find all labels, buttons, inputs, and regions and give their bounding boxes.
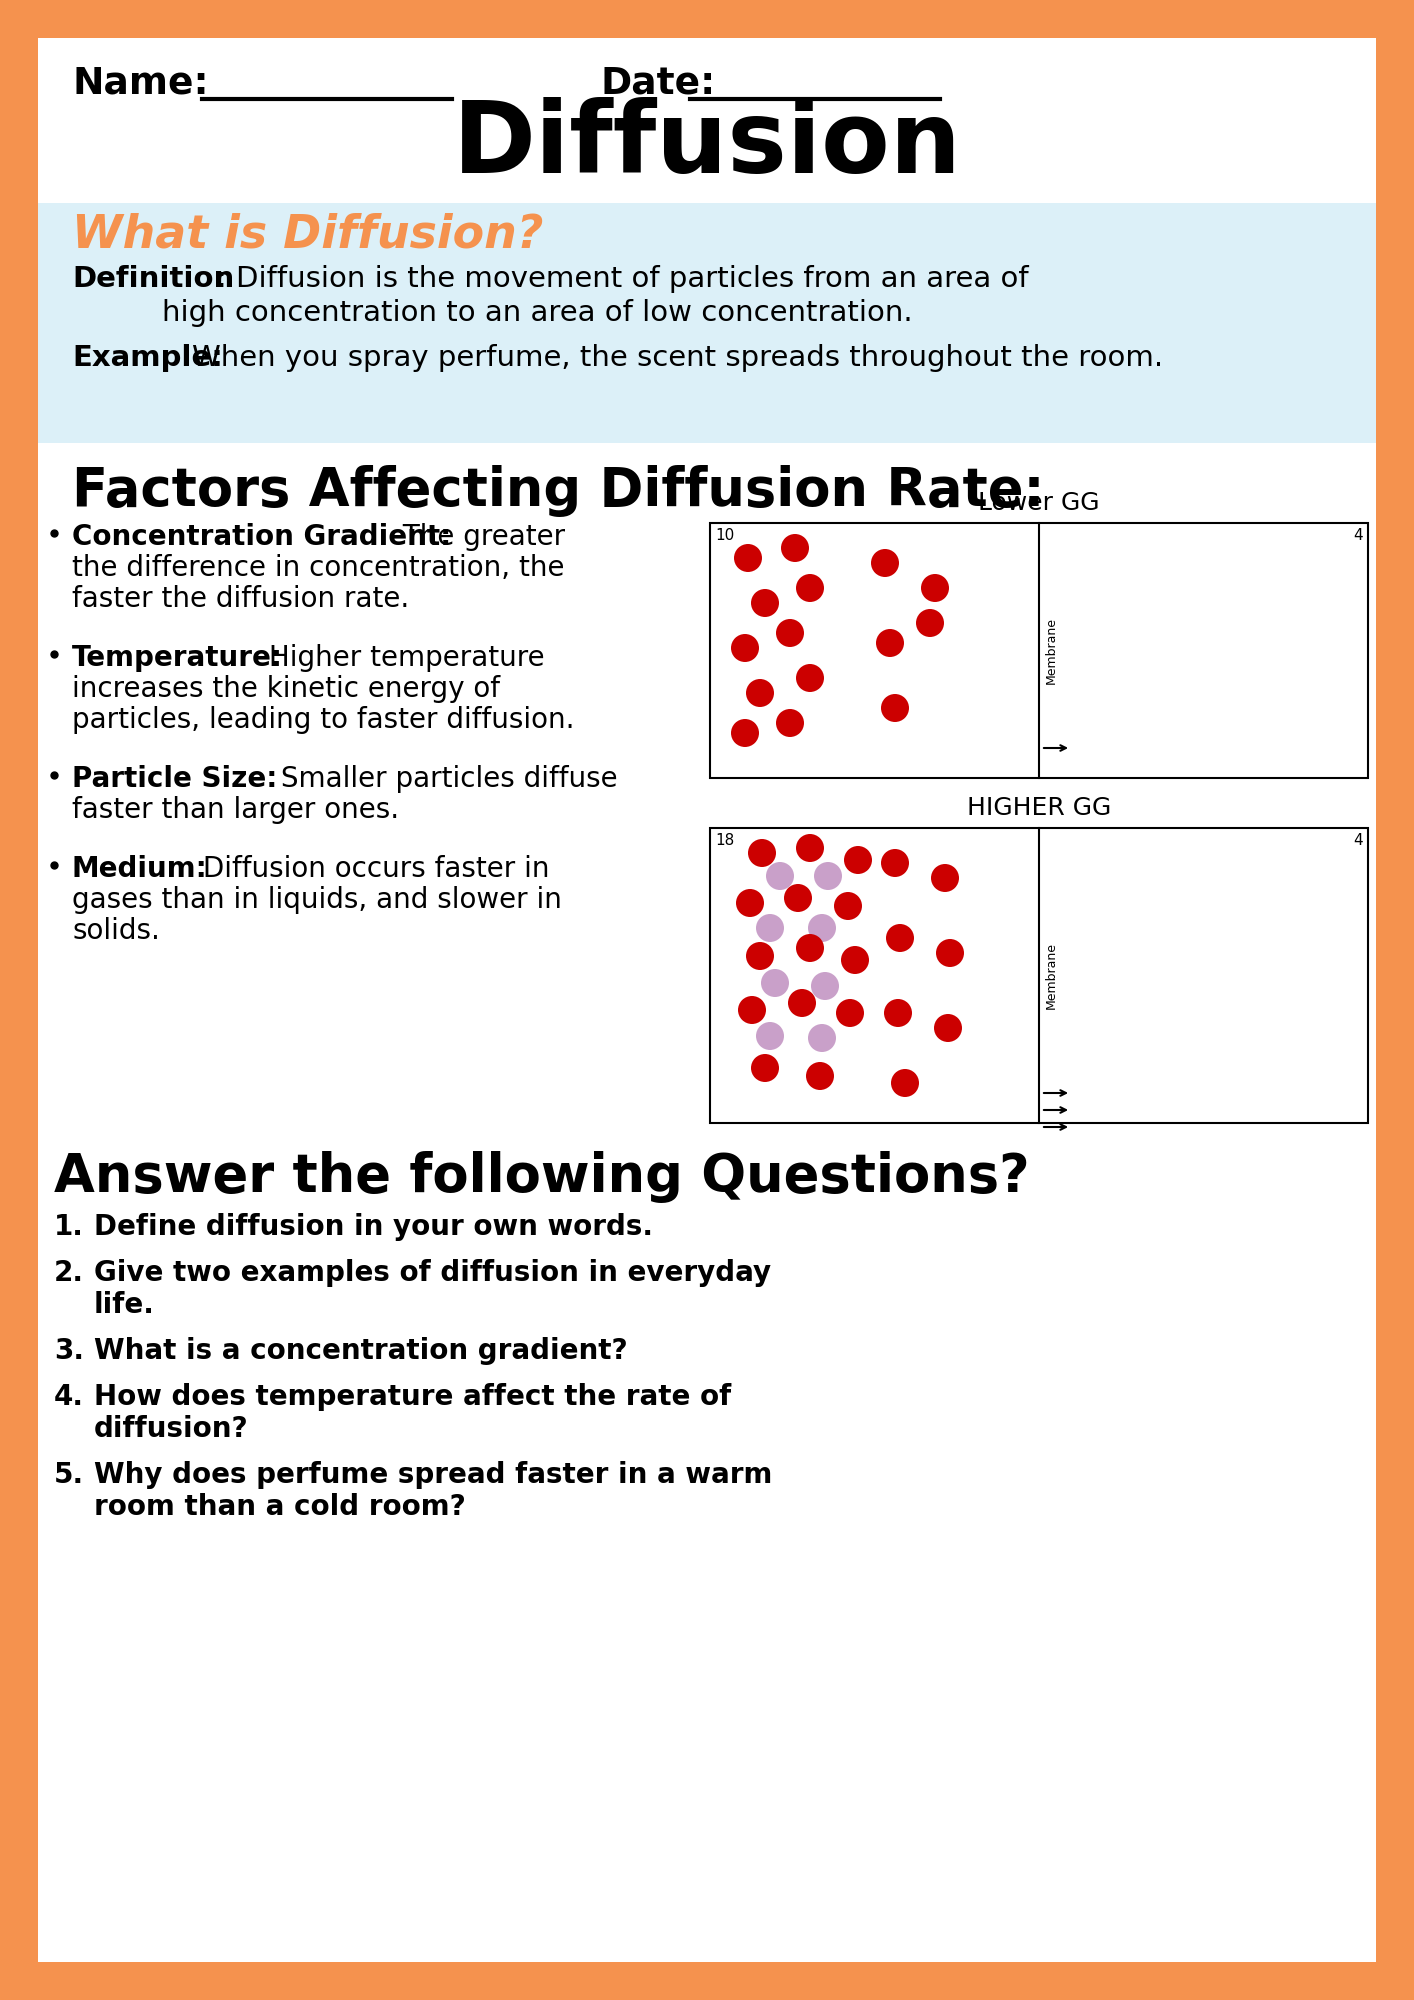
Circle shape xyxy=(783,884,812,912)
Text: 10: 10 xyxy=(715,528,734,542)
Circle shape xyxy=(877,628,904,656)
Text: gases than in liquids, and slower in: gases than in liquids, and slower in xyxy=(72,886,561,914)
Circle shape xyxy=(806,1062,834,1090)
Text: high concentration to an area of low concentration.: high concentration to an area of low con… xyxy=(163,298,912,326)
Text: 4.: 4. xyxy=(54,1384,83,1412)
Text: How does temperature affect the rate of: How does temperature affect the rate of xyxy=(93,1384,731,1412)
Text: Diffusion occurs faster in: Diffusion occurs faster in xyxy=(194,856,550,884)
Text: Diffusion: Diffusion xyxy=(452,96,962,194)
Circle shape xyxy=(881,694,909,722)
Text: the difference in concentration, the: the difference in concentration, the xyxy=(72,554,564,582)
Circle shape xyxy=(748,840,776,868)
Circle shape xyxy=(841,946,870,974)
Text: Smaller particles diffuse: Smaller particles diffuse xyxy=(271,764,618,792)
Text: Membrane: Membrane xyxy=(1045,616,1058,684)
Text: : Diffusion is the movement of particles from an area of: : Diffusion is the movement of particles… xyxy=(216,264,1028,292)
Circle shape xyxy=(796,934,824,962)
Circle shape xyxy=(731,720,759,746)
Text: increases the kinetic energy of: increases the kinetic energy of xyxy=(72,676,501,704)
Circle shape xyxy=(807,914,836,942)
Text: faster than larger ones.: faster than larger ones. xyxy=(72,796,399,824)
Text: Lower GG: Lower GG xyxy=(978,490,1100,514)
Circle shape xyxy=(887,924,913,952)
Text: Why does perfume spread faster in a warm: Why does perfume spread faster in a warm xyxy=(93,1460,772,1488)
Bar xyxy=(710,828,1367,1124)
Circle shape xyxy=(751,1054,779,1082)
Circle shape xyxy=(761,970,789,996)
Text: 18: 18 xyxy=(715,832,734,848)
Text: Give two examples of diffusion in everyday: Give two examples of diffusion in everyd… xyxy=(93,1260,771,1288)
Circle shape xyxy=(731,634,759,662)
Text: Answer the following Questions?: Answer the following Questions? xyxy=(54,1152,1029,1202)
Text: Higher temperature: Higher temperature xyxy=(260,644,544,672)
Text: Factors Affecting Diffusion Rate:: Factors Affecting Diffusion Rate: xyxy=(72,464,1045,516)
Text: 5.: 5. xyxy=(54,1460,83,1488)
Text: 4: 4 xyxy=(1353,528,1363,542)
Circle shape xyxy=(796,834,824,862)
Circle shape xyxy=(916,608,945,636)
Circle shape xyxy=(884,998,912,1028)
Circle shape xyxy=(756,1022,783,1050)
Text: solids.: solids. xyxy=(72,916,160,946)
Bar xyxy=(38,204,1376,444)
Text: The greater: The greater xyxy=(395,522,566,550)
Circle shape xyxy=(844,846,872,874)
Circle shape xyxy=(936,940,964,968)
Text: Date:: Date: xyxy=(600,64,715,100)
Text: room than a cold room?: room than a cold room? xyxy=(93,1492,465,1520)
Circle shape xyxy=(781,534,809,562)
Circle shape xyxy=(747,942,773,970)
Text: particles, leading to faster diffusion.: particles, leading to faster diffusion. xyxy=(72,706,574,734)
Text: Concentration Gradient:: Concentration Gradient: xyxy=(72,522,451,550)
Circle shape xyxy=(766,862,795,890)
Text: Definition: Definition xyxy=(72,264,235,292)
Circle shape xyxy=(921,574,949,602)
Text: life.: life. xyxy=(93,1292,156,1320)
Circle shape xyxy=(871,548,899,576)
Circle shape xyxy=(751,588,779,616)
Circle shape xyxy=(747,680,773,708)
Bar xyxy=(710,522,1367,778)
Circle shape xyxy=(836,998,864,1028)
Circle shape xyxy=(776,620,805,648)
Text: 2.: 2. xyxy=(54,1260,83,1288)
Text: Temperature:: Temperature: xyxy=(72,644,283,672)
Text: diffusion?: diffusion? xyxy=(93,1416,249,1444)
Circle shape xyxy=(737,888,764,916)
Circle shape xyxy=(738,996,766,1024)
Text: Medium:: Medium: xyxy=(72,856,208,884)
Text: What is a concentration gradient?: What is a concentration gradient? xyxy=(93,1336,628,1364)
Circle shape xyxy=(796,664,824,692)
Circle shape xyxy=(796,574,824,602)
Circle shape xyxy=(734,544,762,572)
Text: Name:: Name: xyxy=(72,64,209,100)
Circle shape xyxy=(807,1024,836,1052)
Circle shape xyxy=(812,972,839,1000)
Circle shape xyxy=(776,710,805,736)
Text: When you spray perfume, the scent spreads throughout the room.: When you spray perfume, the scent spread… xyxy=(192,344,1164,372)
Circle shape xyxy=(756,914,783,942)
Text: Define diffusion in your own words.: Define diffusion in your own words. xyxy=(93,1212,653,1240)
Circle shape xyxy=(834,892,863,920)
Circle shape xyxy=(935,1014,962,1042)
Text: What is Diffusion?: What is Diffusion? xyxy=(72,212,543,258)
Circle shape xyxy=(891,1068,919,1096)
Text: 3.: 3. xyxy=(54,1336,83,1364)
Text: HIGHER GG: HIGHER GG xyxy=(967,796,1111,820)
Circle shape xyxy=(814,862,841,890)
Text: Membrane: Membrane xyxy=(1045,942,1058,1008)
Text: faster the diffusion rate.: faster the diffusion rate. xyxy=(72,584,409,612)
Circle shape xyxy=(788,988,816,1016)
Circle shape xyxy=(930,864,959,892)
Circle shape xyxy=(881,848,909,876)
Text: Particle Size:: Particle Size: xyxy=(72,764,277,792)
Text: Example:: Example: xyxy=(72,344,223,372)
Text: 4: 4 xyxy=(1353,832,1363,848)
Text: 1.: 1. xyxy=(54,1212,83,1240)
